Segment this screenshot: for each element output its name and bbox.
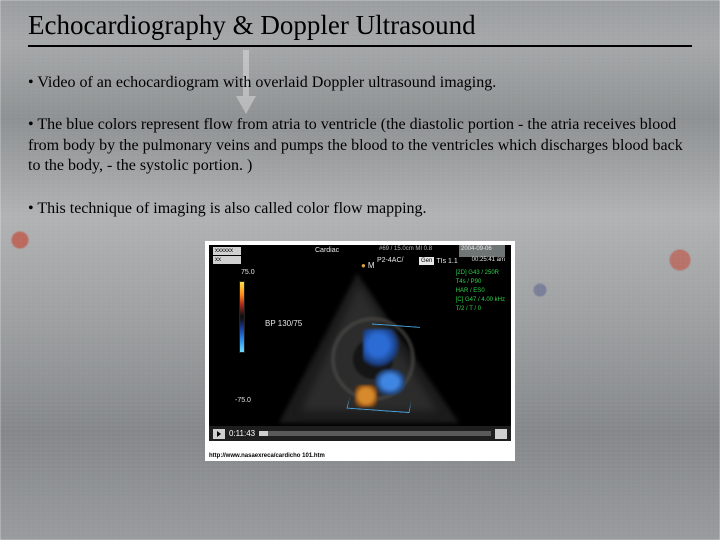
param-line-5: T/2 / T / 0 [456, 305, 505, 314]
probe-label: P2-4AC/ [377, 257, 403, 264]
gen-ti: Gen TIs 1.1 [419, 257, 458, 265]
slide-title: Echocardiography & Doppler Ultrasound [28, 10, 692, 41]
end-button[interactable] [495, 429, 507, 439]
acq-time: 00:25:41 am [472, 257, 505, 263]
figure-source-url: http://www.nasaexreca/cardicho 101.htm [209, 453, 325, 459]
play-time: 0:11:43 [229, 429, 255, 438]
slide-content: Echocardiography & Doppler Ultrasound • … [0, 0, 720, 461]
scale-top: 75.0 [241, 269, 255, 276]
acq-date: 2004-09-06 [459, 245, 505, 257]
param-line-1: [2D] G43 / 250R [456, 269, 505, 278]
color-velocity-bar [239, 281, 245, 353]
param-line-2: T4s / P90 [456, 278, 505, 287]
echocardiogram-figure: xxxxxx xx Cardiac #69 / 15.0cm MI 0.8 20… [205, 241, 515, 461]
ti-value: TIs 1.1 [436, 258, 457, 265]
imaging-params: [2D] G43 / 250R T4s / P90 HAR / ES0 [C] … [456, 269, 505, 314]
badge-1: xxxxxx [213, 247, 241, 255]
badge-2: xx [213, 256, 241, 264]
param-line-3: HAR / ES0 [456, 287, 505, 296]
gen-chip: Gen [419, 257, 434, 265]
bullet-2: • The blue colors represent flow from at… [28, 115, 692, 176]
figure-container: xxxxxx xx Cardiac #69 / 15.0cm MI 0.8 20… [28, 241, 692, 461]
seek-track[interactable] [259, 431, 491, 436]
mode-label: Cardiac [315, 247, 339, 254]
flow-blue-region-1 [363, 329, 401, 369]
flow-orange-region [355, 385, 377, 407]
sector-scan [279, 273, 459, 423]
play-button[interactable] [213, 429, 225, 439]
bullet-3: • This technique of imaging is also call… [28, 199, 692, 219]
depth-mi: #69 / 15.0cm MI 0.8 [377, 245, 459, 257]
scale-bottom: -75.0 [235, 397, 251, 404]
echocardiogram-video: xxxxxx xx Cardiac #69 / 15.0cm MI 0.8 20… [209, 245, 511, 441]
param-line-4: [C] G47 / 4.00 kHz [456, 296, 505, 305]
flow-blue-region-2 [375, 369, 405, 395]
video-playbar[interactable]: 0:11:43 [209, 426, 511, 441]
bullet-1: • Video of an echocardiogram with overla… [28, 73, 692, 93]
top-info-strip: #69 / 15.0cm MI 0.8 2004-09-06 [377, 245, 505, 257]
title-underline [28, 45, 692, 47]
m-marker: M [361, 261, 375, 270]
top-left-badges: xxxxxx xx [213, 247, 241, 264]
